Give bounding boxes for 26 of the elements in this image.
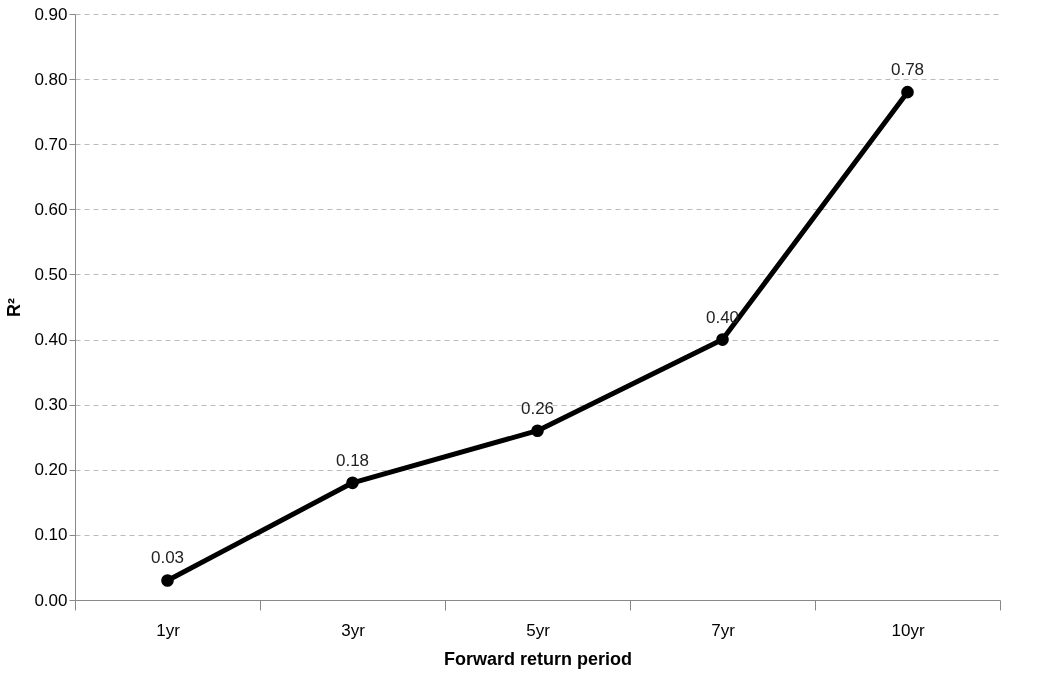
data-label: 0.26 (520, 398, 555, 418)
point (161, 574, 174, 587)
y-tick-label: 0.70 (34, 134, 68, 154)
y-tick-label: 0.90 (34, 4, 68, 24)
data-label: 0.18 (335, 450, 370, 470)
point (531, 424, 544, 438)
y-tick-label: 0.00 (34, 590, 68, 610)
y-tick-label: 0.50 (34, 264, 68, 284)
y-tick-label: 0.30 (34, 395, 68, 415)
y-axis-title: R² (4, 298, 25, 317)
x-tick-label: 5yr (526, 620, 551, 640)
x-tick-label: 1yr (156, 620, 181, 640)
x-tick-label: 10yr (891, 620, 925, 640)
y-tick-label: 0.80 (34, 69, 68, 89)
x-tick-label: 3yr (341, 620, 366, 640)
x-axis-title: Forward return period (443, 648, 633, 669)
y-tick-label: 0.60 (34, 199, 68, 219)
data-label: 0.78 (890, 60, 925, 80)
point (346, 476, 359, 490)
y-tick-label: 0.40 (34, 330, 68, 350)
y-tick-label: 0.10 (34, 525, 68, 545)
point (901, 85, 914, 99)
x-tick-label: 7yr (711, 620, 736, 640)
y-tick-label: 0.20 (34, 460, 68, 480)
data-label: 0.03 (150, 548, 185, 568)
point (716, 333, 729, 346)
